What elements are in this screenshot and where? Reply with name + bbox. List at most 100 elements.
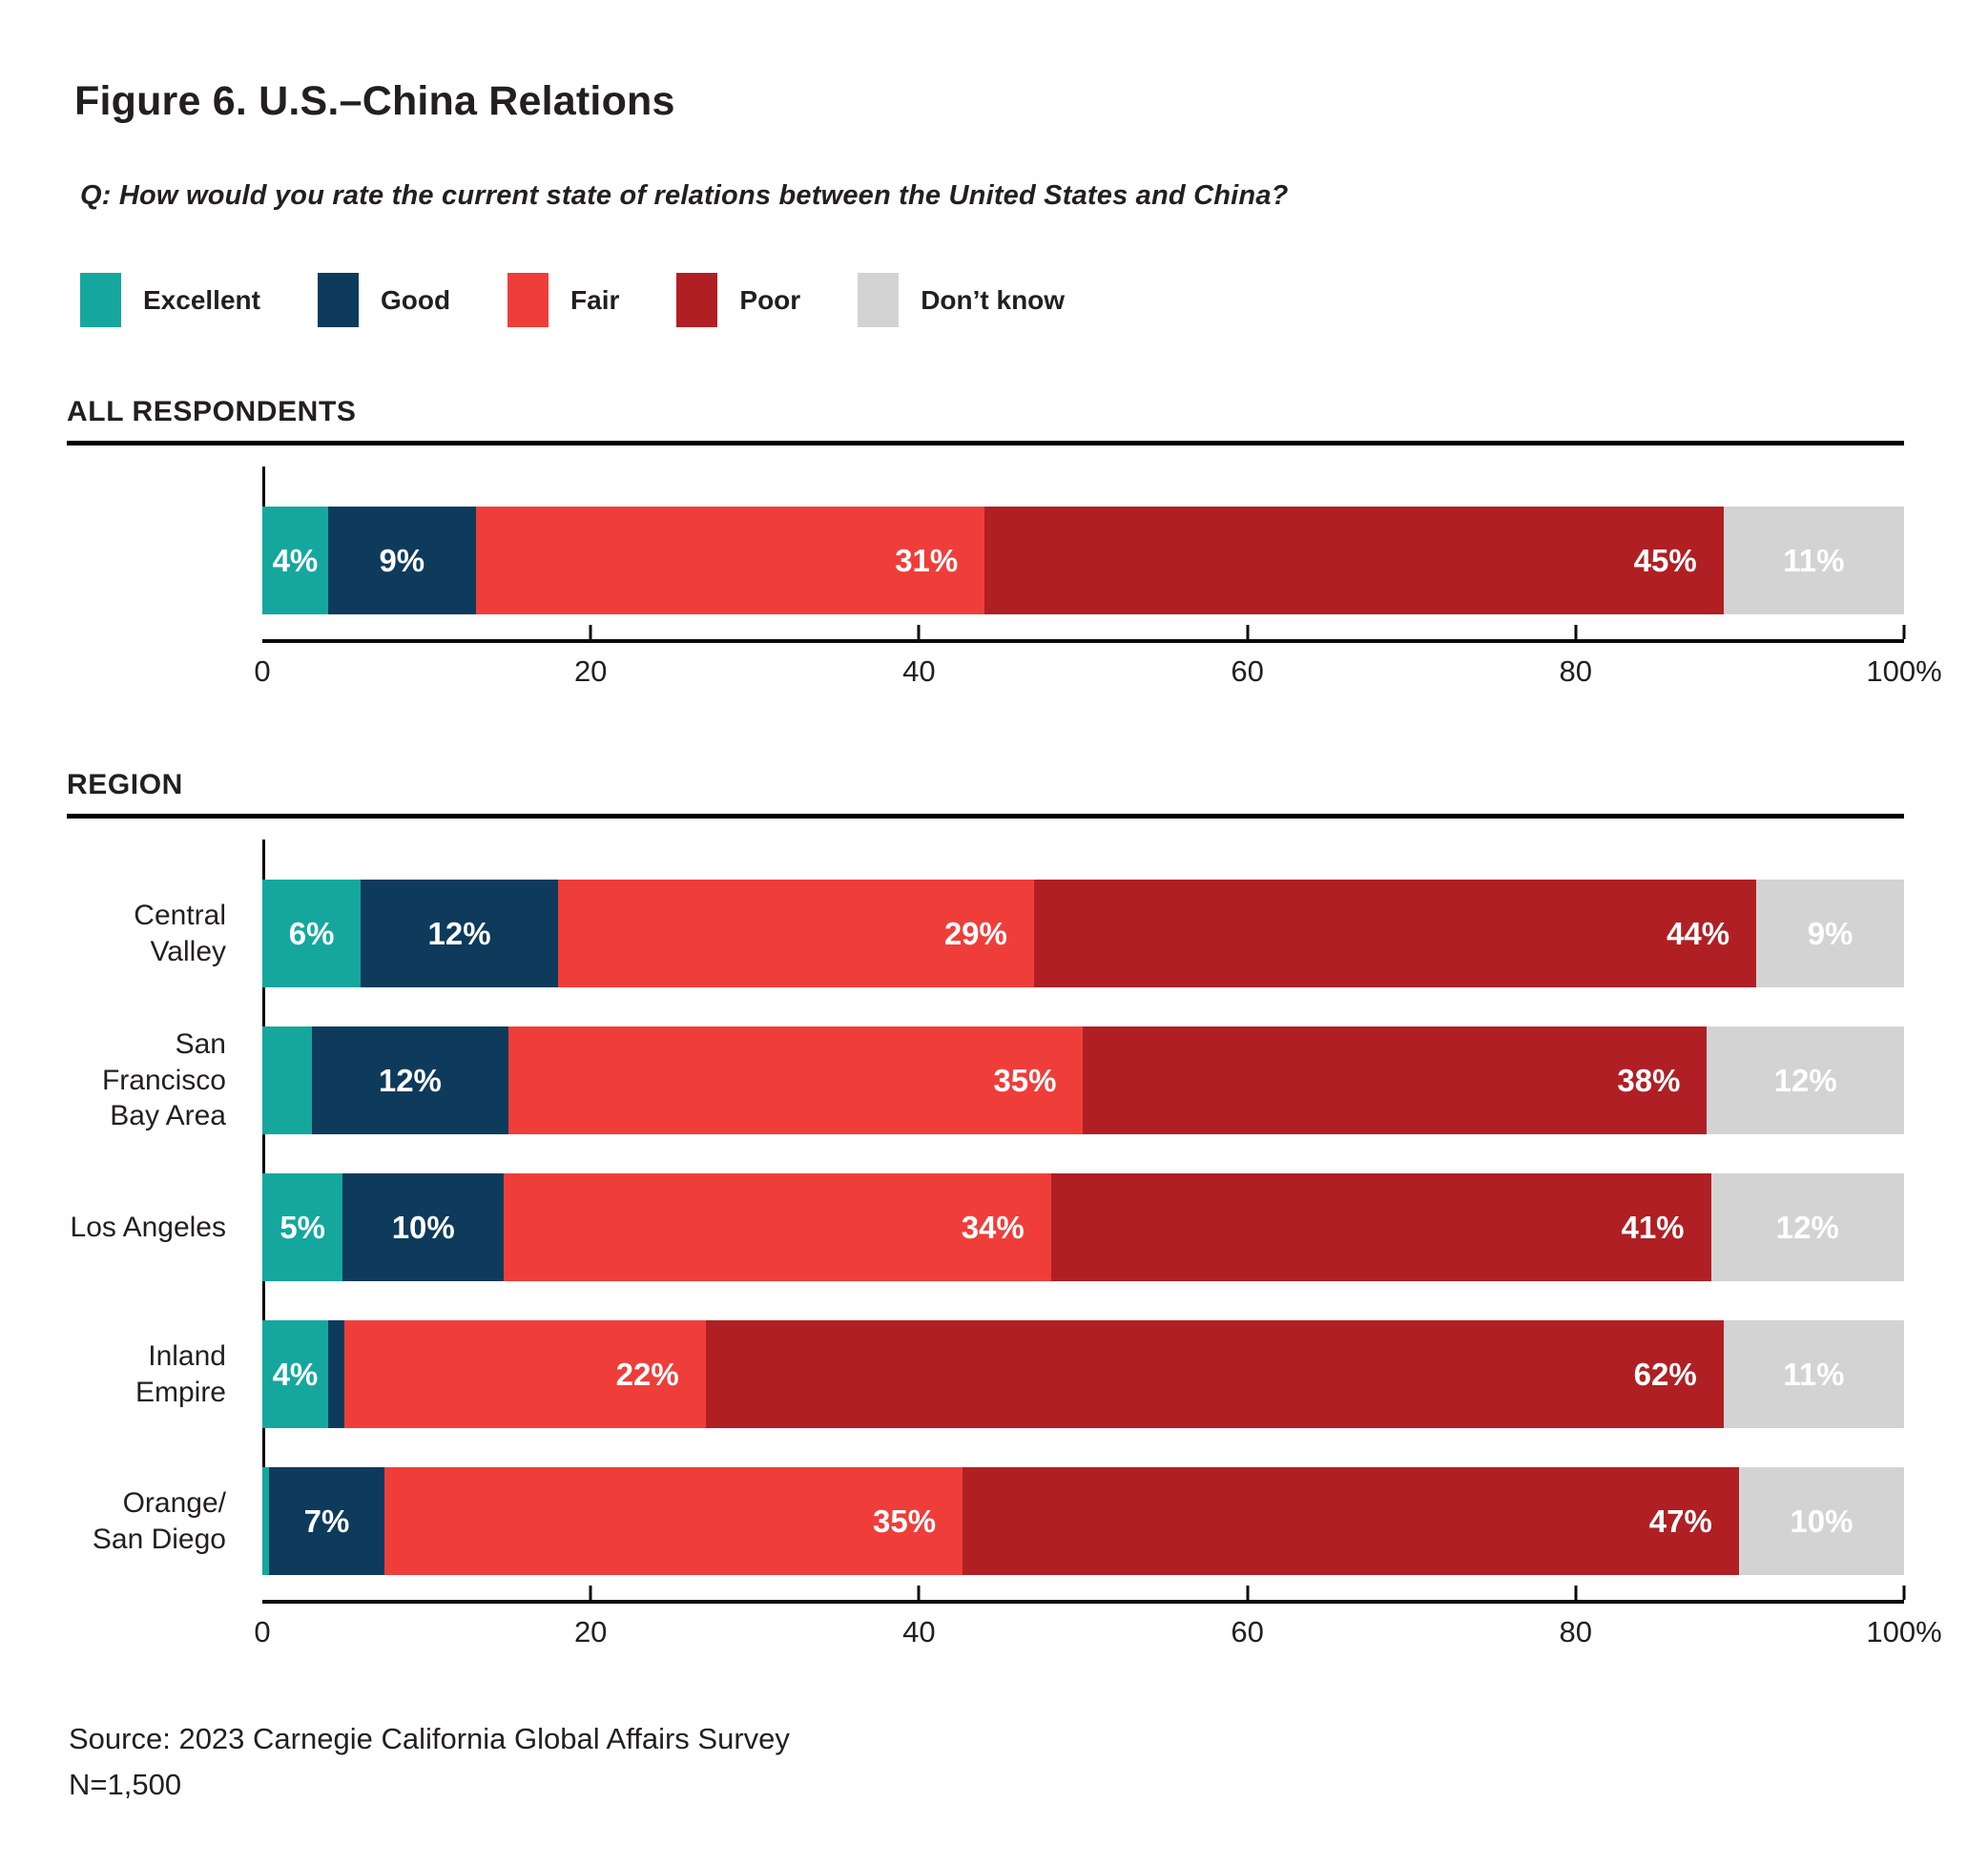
axis-tick bbox=[1902, 625, 1906, 639]
row-label: Orange/ San Diego bbox=[92, 1487, 226, 1555]
figure-title: Figure 6. U.S.–China Relations bbox=[74, 78, 675, 124]
bar-segment-label: 41% bbox=[1621, 1209, 1685, 1245]
section-rule bbox=[67, 814, 1904, 819]
bar-segment: 12% bbox=[1707, 1026, 1904, 1134]
axis-tick-label: 20 bbox=[573, 654, 608, 688]
bar-segment-label: 62% bbox=[1633, 1356, 1697, 1392]
bar-segment: 11% bbox=[1723, 1320, 1904, 1428]
bar-segment: 62% bbox=[705, 1320, 1724, 1428]
page: Figure 6. U.S.–China Relations Q: How wo… bbox=[67, 78, 1942, 1808]
legend-item: Good bbox=[317, 273, 451, 327]
legend-label: Fair bbox=[570, 284, 620, 315]
axis-tick bbox=[1574, 625, 1578, 639]
legend-label: Poor bbox=[739, 284, 801, 315]
bar-segment: 12% bbox=[361, 880, 558, 987]
legend: Excellent Good Fair Poor Don’t know bbox=[80, 273, 1904, 327]
bar-segment-label: 6% bbox=[288, 915, 335, 951]
bar-track: 6% 12% 29% 44% 9% bbox=[262, 880, 1904, 987]
bar-segment: 22% bbox=[344, 1320, 706, 1428]
bar-segment-label: 47% bbox=[1648, 1503, 1712, 1539]
source-text: Source: 2023 Carnegie California Global … bbox=[69, 1722, 790, 1755]
x-axis-line bbox=[262, 1600, 1904, 1604]
axis-tick bbox=[917, 1586, 921, 1600]
legend-item: Don’t know bbox=[858, 273, 1065, 327]
row-label: Los Angeles bbox=[70, 1211, 226, 1243]
bar-segment: 12% bbox=[1710, 1173, 1904, 1281]
bar-segment-label: 38% bbox=[1617, 1062, 1681, 1098]
axis-tick bbox=[1246, 625, 1250, 639]
axis-tick-label: 20 bbox=[573, 1615, 608, 1648]
source-block: Source: 2023 Carnegie California Global … bbox=[69, 1716, 1904, 1808]
axis-tick-label: 60 bbox=[1231, 654, 1264, 688]
bar-segment: 9% bbox=[327, 507, 476, 614]
bar-segment-label: 7% bbox=[303, 1503, 350, 1539]
bar-segment: 34% bbox=[504, 1173, 1051, 1281]
bar-track: 4% 22% 62% 11% bbox=[262, 1320, 1904, 1428]
bar-row: Inland Empire 4% 22% 62% 11% bbox=[67, 1320, 1904, 1428]
section-header: ALL RESPONDENTS bbox=[67, 396, 357, 427]
bar-segment: 10% bbox=[342, 1173, 505, 1281]
bar-segment-label: 35% bbox=[873, 1503, 937, 1539]
row-label: Central Valley bbox=[134, 900, 226, 967]
axis-tick bbox=[589, 1586, 592, 1600]
legend-swatch bbox=[80, 273, 121, 327]
legend-label: Excellent bbox=[143, 284, 260, 315]
stacked-bar-chart: Central Valley 6% 12% 29% 44% 9% San Francisco… bbox=[67, 840, 1942, 1661]
bar-segment: 35% bbox=[384, 1467, 963, 1575]
axis-tick bbox=[1902, 1586, 1906, 1600]
legend-swatch bbox=[317, 273, 359, 327]
bar-segment: 11% bbox=[1723, 507, 1905, 614]
legend-swatch bbox=[507, 273, 549, 327]
axis-tick bbox=[1574, 1586, 1578, 1600]
bar-segment: 10% bbox=[1738, 1467, 1904, 1575]
axis-tick bbox=[1246, 1586, 1250, 1600]
legend-label: Don’t know bbox=[921, 284, 1066, 315]
chart-section: REGION Central Valley 6% 12% 29% 44% 9% San Fra… bbox=[67, 769, 1942, 1661]
axis-tick-label: 80 bbox=[1559, 1615, 1593, 1648]
bar-segment: 35% bbox=[508, 1026, 1084, 1134]
bar-row: San Francisco Bay Area 12% 35% 38% 12% bbox=[67, 1026, 1904, 1134]
legend-item: Fair bbox=[507, 273, 619, 327]
bar-segment: 12% bbox=[311, 1026, 509, 1134]
bar-segment-label: 4% bbox=[272, 542, 319, 578]
axis-tick-label: 40 bbox=[902, 1615, 936, 1648]
bar-segment bbox=[327, 1320, 345, 1428]
axis-tick bbox=[917, 625, 921, 639]
bar-segment bbox=[262, 1026, 312, 1134]
row-label: Inland Empire bbox=[135, 1340, 226, 1408]
bar-segment: 41% bbox=[1050, 1173, 1711, 1281]
section-header: REGION bbox=[67, 769, 183, 800]
bar-track: 7% 35% 47% 10% bbox=[262, 1467, 1904, 1575]
bar-row: Orange/ San Diego 7% 35% 47% 10% bbox=[67, 1467, 1904, 1575]
bar-segment: 47% bbox=[963, 1467, 1739, 1575]
charts-area: ALL RESPONDENTS 4% 9% 31% 45% 11% 0 20 40 60 80 100… bbox=[67, 396, 1942, 1661]
section-rule bbox=[67, 441, 1904, 446]
axis-tick bbox=[589, 625, 592, 639]
legend-item: Poor bbox=[676, 273, 800, 327]
bar-row: Los Angeles 5% 10% 34% 41% 12% bbox=[67, 1173, 1904, 1281]
axis-tick-label: 100% bbox=[1866, 1615, 1942, 1648]
bar-segment-label: 35% bbox=[993, 1062, 1057, 1098]
axis-tick-label: 100% bbox=[1866, 654, 1942, 688]
legend-label: Good bbox=[380, 284, 451, 315]
x-axis-line bbox=[262, 639, 1904, 643]
bar-segment-label: 22% bbox=[615, 1356, 679, 1392]
legend-swatch bbox=[858, 273, 900, 327]
axis-tick-label: 0 bbox=[254, 1615, 271, 1648]
bar-track: 12% 35% 38% 12% bbox=[262, 1026, 1904, 1134]
bar-segment: 9% bbox=[1756, 880, 1904, 987]
bar-segment-label: 12% bbox=[1775, 1209, 1839, 1245]
bar-track: 4% 9% 31% 45% 11% bbox=[262, 507, 1905, 614]
bar-segment: 44% bbox=[1033, 880, 1757, 987]
bar-segment-label: 9% bbox=[379, 542, 425, 578]
bar-segment: 38% bbox=[1083, 1026, 1708, 1134]
axis-tick-label: 80 bbox=[1559, 654, 1593, 688]
axis-tick-label: 0 bbox=[254, 654, 271, 688]
bar-segment: 4% bbox=[262, 507, 328, 614]
axis-tick-label: 60 bbox=[1231, 1615, 1264, 1648]
bar-row: Central Valley 6% 12% 29% 44% 9% bbox=[67, 880, 1904, 987]
bar-segment-label: 12% bbox=[1773, 1062, 1837, 1098]
legend-item: Excellent bbox=[80, 273, 260, 327]
bar-segment-label: 4% bbox=[272, 1356, 319, 1392]
bar-segment-label: 31% bbox=[895, 542, 959, 578]
